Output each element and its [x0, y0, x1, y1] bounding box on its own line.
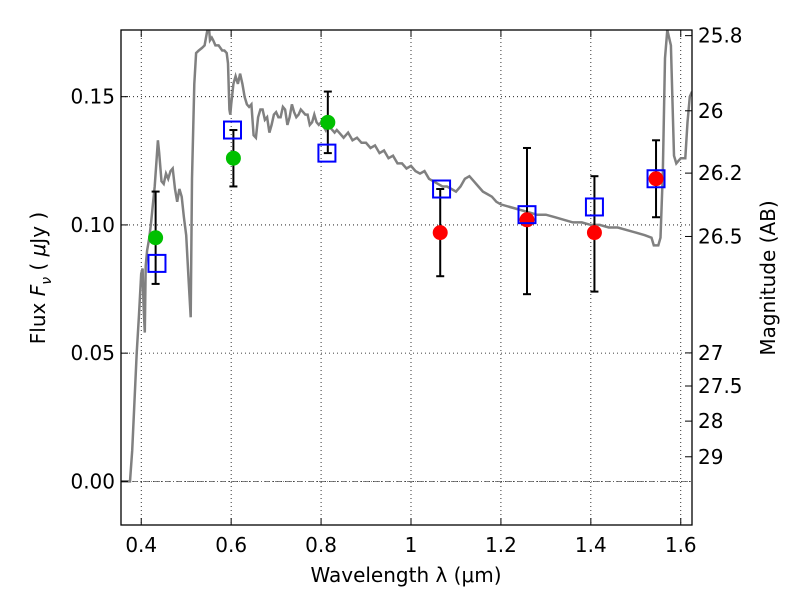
model-spectrum-tail-line [666, 30, 692, 166]
model-spectrum-line [121, 30, 669, 483]
right-tick-label: 26 [698, 99, 723, 123]
observed-nir-red-point [519, 212, 535, 228]
x-tick-label: 0.6 [215, 533, 247, 557]
y-axis-label: Flux Fν ( μJy ) [26, 212, 55, 344]
model-synthetic-photometry-point [517, 205, 537, 225]
observed-nir-red-point [586, 225, 602, 241]
model-synthetic-photometry-point [147, 253, 167, 273]
x-tick-label: 1 [405, 533, 418, 557]
y-axis-ticks: 0.00 0.05 0.10 0.15 [70, 85, 128, 493]
observed-detections-green-point [148, 230, 164, 246]
y-tick-label: 0.10 [70, 213, 115, 237]
observed-detections-green-point [320, 114, 336, 130]
model-synthetic-photometry-point [223, 120, 243, 140]
model-synthetic-photometry-point [432, 179, 452, 199]
model-synthetic-photometry-point [584, 197, 604, 217]
right-tick-label: 27.5 [698, 374, 743, 398]
y-axis-label-mu: μ [26, 244, 50, 258]
x-tick-label: 1.4 [575, 533, 607, 557]
right-tick-label: 26.2 [698, 161, 743, 185]
plot-frame [120, 29, 693, 526]
y-axis-label-subscript: ν [39, 277, 55, 285]
model-synthetic-photometry-point [317, 143, 337, 163]
y-axis-label-open: ( [26, 256, 50, 277]
y-tick-label: 0.15 [70, 85, 115, 109]
x-tick-label: 1.6 [665, 533, 697, 557]
x-axis-label: Wavelength λ (μm) [310, 563, 501, 587]
grid-lines [121, 30, 692, 525]
right-tick-label: 27 [698, 341, 723, 365]
observed-nir-red-point [648, 171, 664, 187]
x-tick-label: 0.8 [305, 533, 337, 557]
model-synthetic-photometry-point [646, 169, 666, 189]
right-tick-label: 28 [698, 409, 723, 433]
right-axis-label: Magnitude (AB) [756, 200, 780, 355]
y-axis-label-unit: Jy ) [26, 212, 50, 246]
y-tick-label: 0.05 [70, 341, 115, 365]
x-axis-ticks: 0.4 0.6 0.8 1 1.2 1.4 1.6 [125, 30, 697, 557]
x-tick-label: 1.2 [485, 533, 517, 557]
right-tick-label: 26.5 [698, 224, 743, 248]
x-tick-label: 0.4 [125, 533, 157, 557]
data-markers [147, 114, 666, 273]
right-magnitude-axis-ticks: 25.8 26 26.2 26.5 27 27.5 28 29 [685, 24, 743, 469]
y-tick-label: 0.00 [70, 469, 115, 493]
right-tick-label: 29 [698, 445, 723, 469]
y-axis-label-prefix: Flux [26, 296, 50, 344]
right-tick-label: 25.8 [698, 24, 743, 48]
observed-detections-green-point [225, 150, 241, 166]
observed-nir-red-point [432, 225, 448, 241]
y-axis-label-symbol: F [26, 284, 50, 296]
